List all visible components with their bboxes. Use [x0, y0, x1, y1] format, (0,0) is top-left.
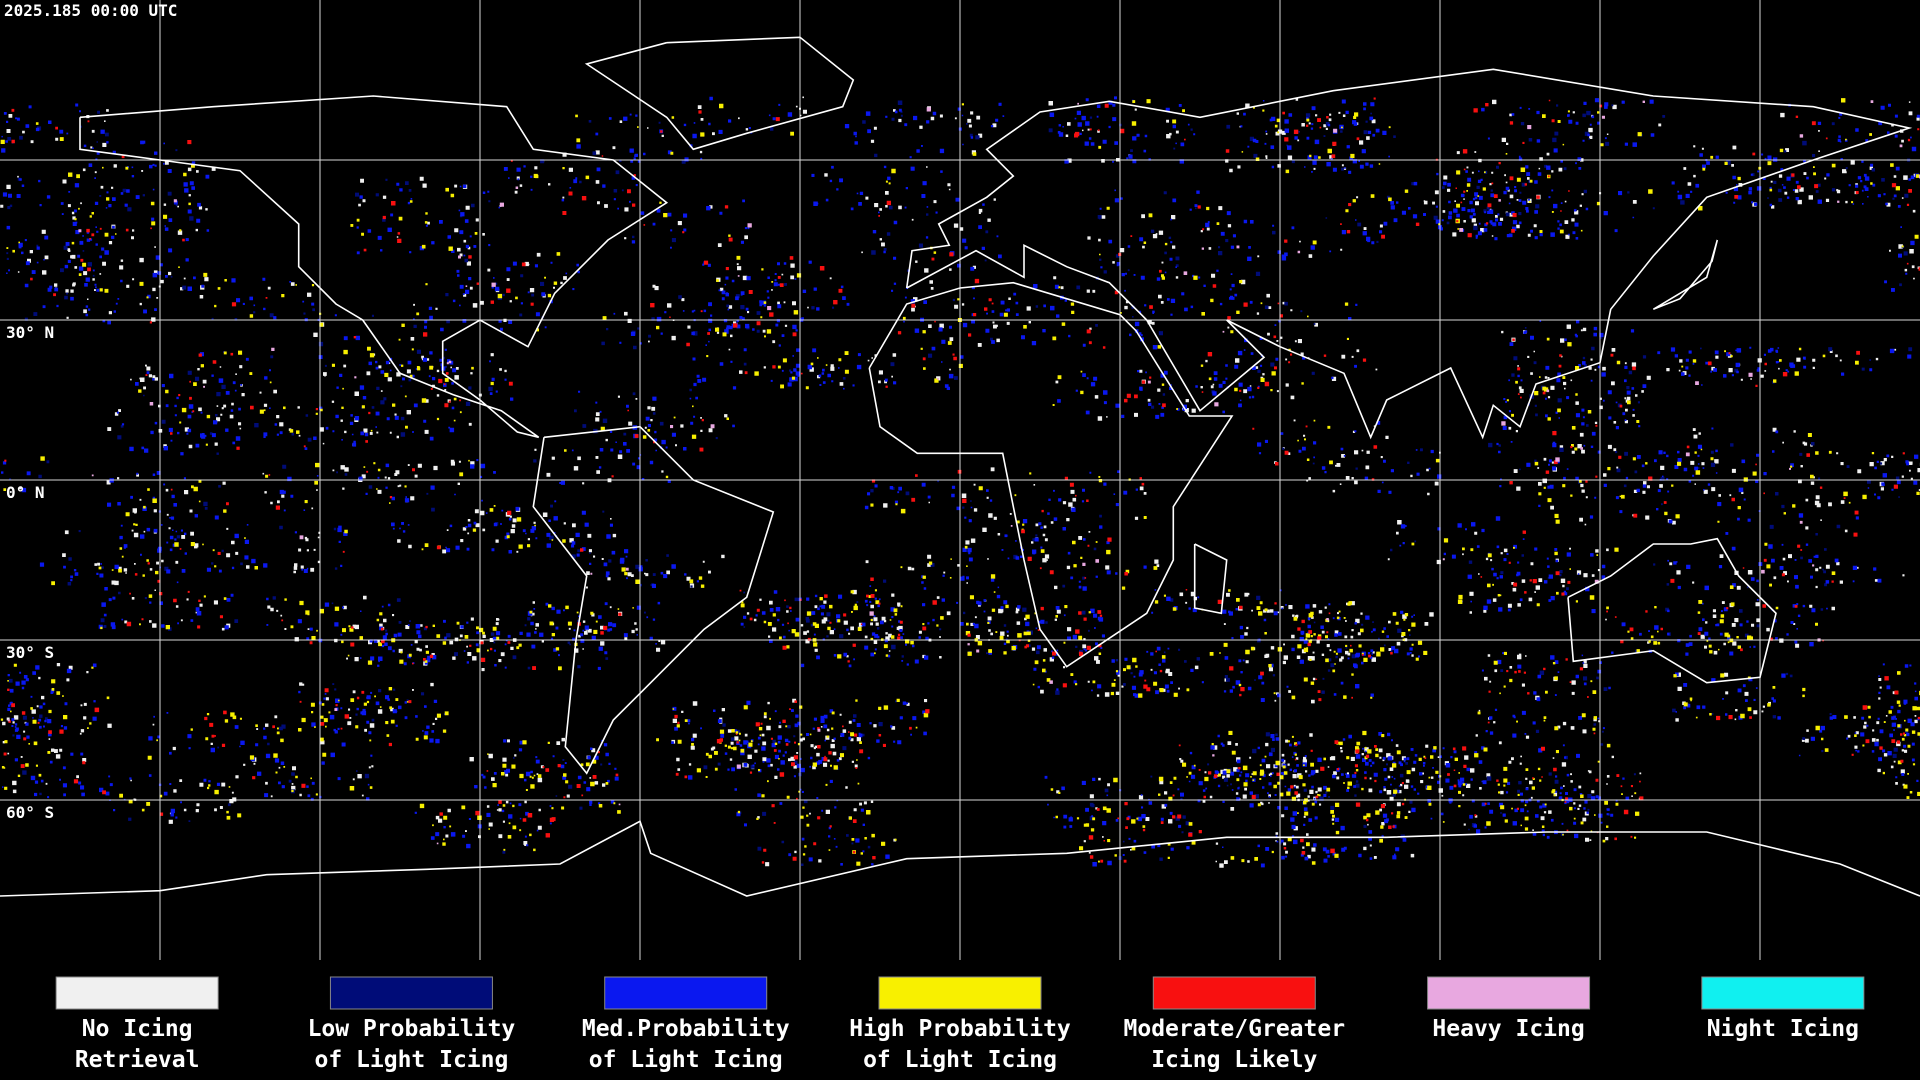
legend-swatch [604, 976, 768, 1010]
legend-label: of Light Icing [589, 1047, 783, 1073]
coastline [1193, 543, 1228, 615]
latitude-label: 30° N [6, 323, 54, 342]
latitude-label: 60° S [6, 803, 54, 822]
latitude-label: 0° N [6, 483, 45, 502]
legend-label: Icing Likely [1151, 1047, 1317, 1073]
coastline [1652, 239, 1719, 311]
legend: No Icing Retrieval Low Probability of Light… [55, 976, 1865, 1073]
legend-label: of Light Icing [863, 1047, 1057, 1073]
legend-swatch [878, 976, 1042, 1010]
legend-swatch [55, 976, 219, 1010]
coastline [584, 36, 855, 151]
legend-label: High Probability [849, 1016, 1071, 1042]
graticule [0, 0, 1920, 960]
legend-label: Low Probability [308, 1016, 516, 1042]
legend-swatch [329, 976, 493, 1010]
legend-label: Retrieval [75, 1047, 200, 1073]
coastline [1567, 537, 1777, 684]
legend-swatch [1427, 976, 1591, 1010]
legend-swatch [1701, 976, 1865, 1010]
legend-label: of Light Icing [314, 1047, 508, 1073]
coastline [0, 820, 1920, 897]
legend-label: No Icing [82, 1016, 193, 1042]
latitude-label: 30° S [6, 643, 54, 662]
legend-label: Med.Probability [582, 1016, 790, 1042]
latitude-labels: 30° N 0° N 30° S 60° S [6, 323, 54, 822]
legend-label: Heavy Icing [1432, 1016, 1584, 1042]
legend-swatch [1152, 976, 1316, 1010]
timestamp: 2025.185 00:00 UTC [4, 1, 177, 20]
coastline [868, 281, 1234, 668]
coastline [532, 425, 775, 775]
legend-label: Moderate/Greater [1124, 1016, 1346, 1042]
legend-label: Night Icing [1707, 1016, 1859, 1042]
